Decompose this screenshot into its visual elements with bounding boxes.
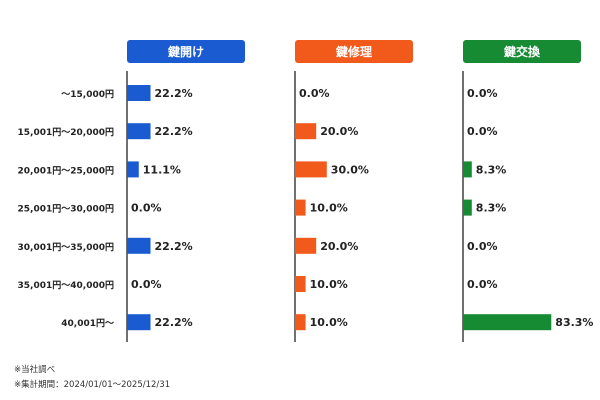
data-label: 0.0%	[467, 240, 498, 253]
bar	[127, 314, 151, 331]
data-label: 22.2%	[155, 316, 193, 329]
data-label: 20.0%	[320, 125, 358, 138]
data-label: 0.0%	[467, 278, 498, 291]
data-label: 0.0%	[131, 202, 162, 215]
data-label: 22.2%	[155, 240, 193, 253]
data-label: 0.0%	[131, 278, 162, 291]
data-label: 83.3%	[555, 316, 593, 329]
series-title: 鍵交換	[504, 44, 541, 59]
data-label: 11.1%	[143, 163, 181, 176]
category-label: 30,001円〜35,000円	[18, 242, 114, 253]
data-label: 22.2%	[155, 87, 193, 100]
category-label: 〜15,000円	[61, 89, 114, 100]
footnote-source: ※当社調べ	[14, 365, 56, 375]
bar	[295, 237, 317, 254]
bar	[463, 314, 552, 331]
data-label: 0.0%	[299, 87, 330, 100]
series-header-2	[463, 40, 581, 63]
data-label: 10.0%	[310, 278, 348, 291]
series-header-1	[295, 40, 413, 63]
series-title: 鍵開け	[168, 44, 204, 59]
data-label: 0.0%	[467, 125, 498, 138]
series-title: 鍵修理	[336, 44, 372, 59]
bar	[127, 161, 139, 178]
category-label: 35,001円〜40,000円	[18, 280, 114, 291]
bar	[127, 123, 151, 140]
bar	[127, 237, 151, 254]
category-label: 40,001円〜	[61, 318, 114, 329]
bar	[295, 199, 306, 216]
bar	[295, 314, 306, 331]
data-label: 10.0%	[310, 316, 348, 329]
bar	[463, 161, 472, 178]
footnote-period: ※集計期間：2024/01/01〜2025/12/31	[14, 380, 171, 390]
series-header-0	[127, 40, 245, 63]
data-label: 8.3%	[476, 202, 507, 215]
data-label: 8.3%	[476, 163, 507, 176]
category-label: 20,001円〜25,000円	[18, 165, 114, 176]
bar	[295, 161, 327, 178]
bar	[127, 85, 151, 101]
category-label: 15,001円〜20,000円	[18, 127, 114, 138]
data-label: 0.0%	[467, 87, 498, 100]
data-label: 20.0%	[320, 240, 358, 253]
data-label: 22.2%	[155, 125, 193, 138]
category-label: 25,001円〜30,000円	[18, 204, 114, 215]
bar	[463, 199, 472, 216]
bar	[295, 123, 317, 140]
bar	[295, 276, 306, 292]
data-label: 10.0%	[310, 202, 348, 215]
data-label: 30.0%	[331, 163, 369, 176]
